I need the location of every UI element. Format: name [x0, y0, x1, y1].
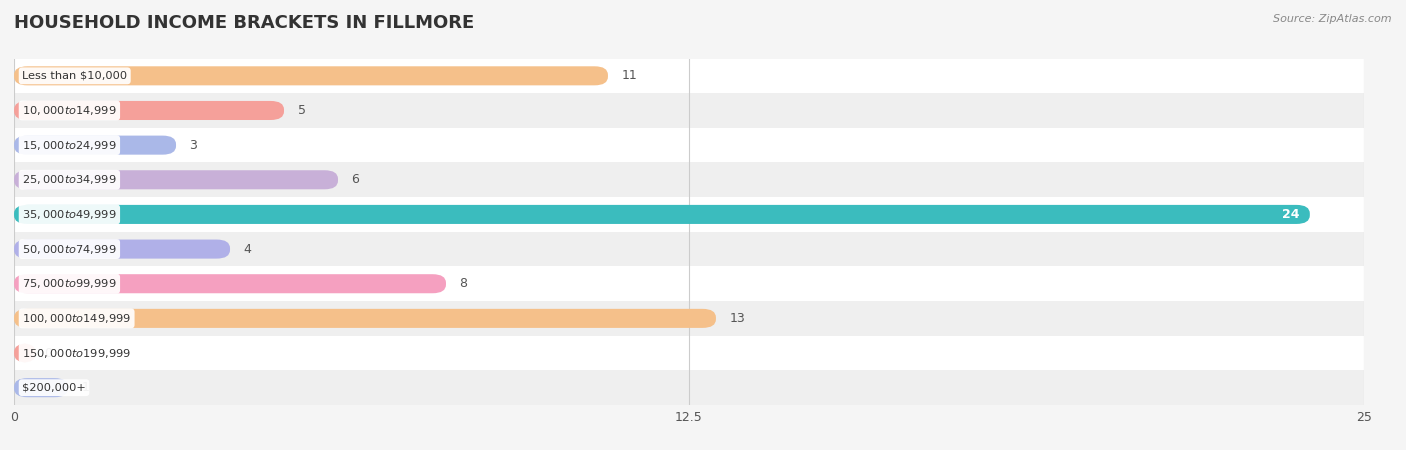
- Text: 1: 1: [82, 381, 90, 394]
- FancyBboxPatch shape: [14, 274, 446, 293]
- Bar: [14, 336, 1364, 370]
- Text: Source: ZipAtlas.com: Source: ZipAtlas.com: [1274, 14, 1392, 23]
- Text: 8: 8: [460, 277, 467, 290]
- Text: 4: 4: [243, 243, 252, 256]
- Text: $10,000 to $14,999: $10,000 to $14,999: [22, 104, 117, 117]
- FancyBboxPatch shape: [14, 66, 607, 86]
- Text: $15,000 to $24,999: $15,000 to $24,999: [22, 139, 117, 152]
- Text: $25,000 to $34,999: $25,000 to $34,999: [22, 173, 117, 186]
- Text: $100,000 to $149,999: $100,000 to $149,999: [22, 312, 131, 325]
- Bar: [14, 301, 1364, 336]
- Bar: [14, 197, 1364, 232]
- Bar: [14, 93, 1364, 128]
- Text: Less than $10,000: Less than $10,000: [22, 71, 128, 81]
- FancyBboxPatch shape: [14, 135, 176, 155]
- Text: $50,000 to $74,999: $50,000 to $74,999: [22, 243, 117, 256]
- FancyBboxPatch shape: [14, 309, 716, 328]
- Text: 3: 3: [190, 139, 197, 152]
- Text: $35,000 to $49,999: $35,000 to $49,999: [22, 208, 117, 221]
- Text: 24: 24: [1281, 208, 1299, 221]
- FancyBboxPatch shape: [14, 170, 337, 189]
- Text: $75,000 to $99,999: $75,000 to $99,999: [22, 277, 117, 290]
- Bar: [14, 58, 1364, 93]
- Bar: [14, 370, 1364, 405]
- Text: $200,000+: $200,000+: [22, 382, 86, 393]
- FancyBboxPatch shape: [14, 205, 1310, 224]
- Text: 6: 6: [352, 173, 360, 186]
- Text: 11: 11: [621, 69, 637, 82]
- FancyBboxPatch shape: [14, 378, 67, 397]
- Bar: [14, 266, 1364, 301]
- Text: 0: 0: [44, 346, 52, 360]
- Text: $150,000 to $199,999: $150,000 to $199,999: [22, 346, 131, 360]
- Text: 5: 5: [298, 104, 305, 117]
- FancyBboxPatch shape: [14, 343, 35, 363]
- Bar: [14, 162, 1364, 197]
- FancyBboxPatch shape: [14, 101, 284, 120]
- Text: 13: 13: [730, 312, 745, 325]
- Text: HOUSEHOLD INCOME BRACKETS IN FILLMORE: HOUSEHOLD INCOME BRACKETS IN FILLMORE: [14, 14, 474, 32]
- Bar: [14, 128, 1364, 162]
- Bar: [14, 232, 1364, 266]
- FancyBboxPatch shape: [14, 239, 231, 259]
